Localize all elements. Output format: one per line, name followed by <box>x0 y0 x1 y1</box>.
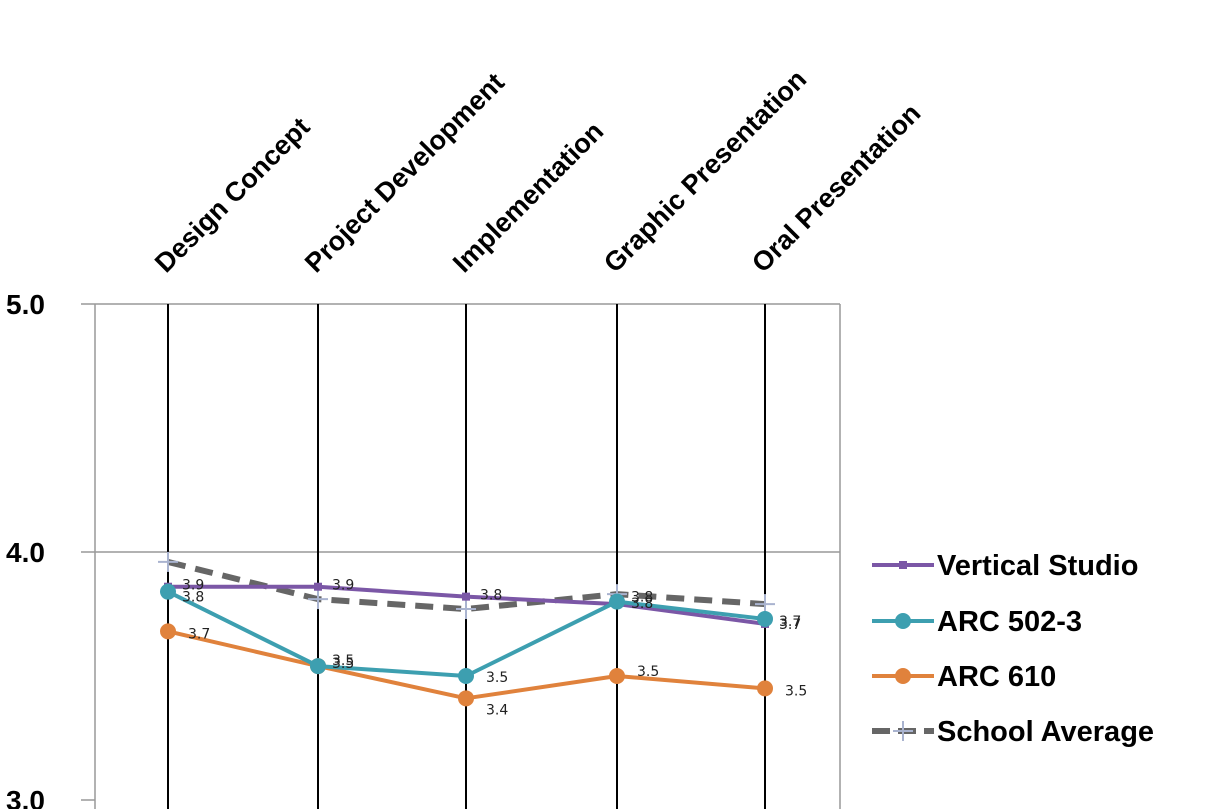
legend-label: Vertical Studio <box>937 550 1138 582</box>
data-label: 3.5 <box>785 683 807 699</box>
data-point <box>609 593 625 610</box>
category-label: Design Concept <box>149 112 316 279</box>
legend-marker <box>895 613 911 629</box>
legend-marker <box>899 561 907 569</box>
data-label: 3.7 <box>188 626 210 642</box>
data-point <box>458 690 474 707</box>
category-label: Implementation <box>447 116 609 278</box>
y-tick-label: 5.0 <box>6 289 45 320</box>
data-point <box>314 582 322 591</box>
data-label: 3.8 <box>631 596 653 612</box>
data-labels: 3.9 3.93.83.83.73.83.53.53.83.73.73.53.43… <box>182 578 807 719</box>
data-point <box>609 668 625 684</box>
data-point <box>462 592 470 601</box>
data-label: 3.8 <box>182 590 204 606</box>
data-label: 3.4 <box>486 702 508 718</box>
data-point <box>757 610 773 627</box>
y-axis-ticks: 5.0 4.0 3.0 <box>6 289 45 809</box>
data-point <box>160 583 176 600</box>
series-line <box>167 559 766 613</box>
legend-marker <box>895 668 911 684</box>
data-point <box>757 680 773 697</box>
data-label: 3.5 <box>332 653 354 669</box>
data-label: 3.9 <box>332 578 354 594</box>
legend: Vertical Studio ARC 502-3 ARC 610 School Av… <box>872 550 1154 748</box>
legend-label: ARC 502-3 <box>937 606 1082 638</box>
series-lines <box>158 551 775 707</box>
y-tick-label: 4.0 <box>6 537 45 568</box>
legend-label: School Average <box>937 716 1154 748</box>
data-point <box>458 668 474 684</box>
data-label: 3.5 <box>637 664 659 680</box>
legend-label: ARC 610 <box>937 661 1056 693</box>
y-tick-label: 3.0 <box>6 785 45 809</box>
data-label: 3.7 <box>779 617 801 633</box>
category-label: Oral Presentation <box>746 98 926 278</box>
data-point <box>310 658 326 675</box>
data-label: 3.5 <box>486 670 508 686</box>
plot-area <box>94 303 841 809</box>
data-label: 3.8 <box>631 590 653 606</box>
data-label: 3.9 <box>182 578 204 594</box>
data-label: 3.5 <box>332 656 354 672</box>
data-label: 3.7 <box>779 614 801 630</box>
gridlines <box>81 303 840 809</box>
data-point <box>160 623 176 640</box>
data-label: 3.8 <box>480 588 502 604</box>
